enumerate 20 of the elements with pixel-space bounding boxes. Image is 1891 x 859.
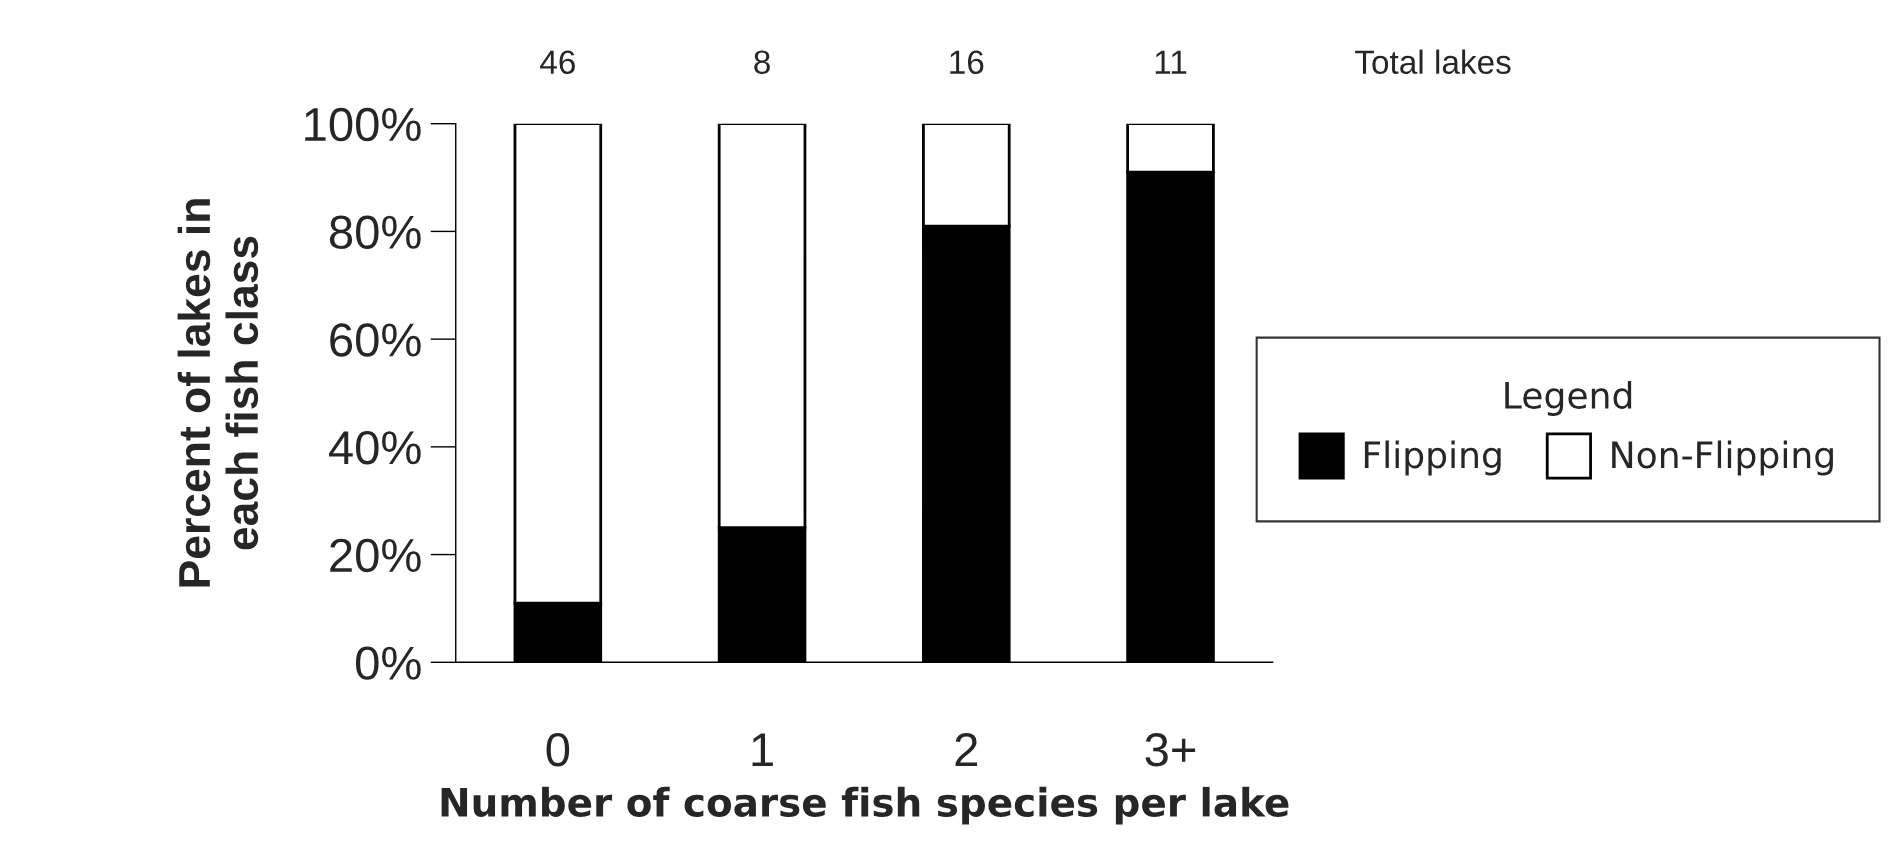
legend-title: Legend <box>1505 380 1632 416</box>
y-tick-label: 0% <box>355 646 421 680</box>
legend-label: Non-Flipping <box>1612 440 1833 476</box>
legend-label: Flipping <box>1364 440 1501 476</box>
x-tick-label: 1 <box>752 733 773 766</box>
y-axis-title: Percent of lakes in each fish class <box>177 199 259 587</box>
y-tick-label: 100% <box>305 107 421 142</box>
x-axis-title: Number of coarse fish species per lake <box>441 786 1289 825</box>
text: Total lakes <box>1355 49 1511 75</box>
y-tick-label: 40% <box>328 430 421 465</box>
text: 8 <box>754 50 770 75</box>
y-tick-label: 80% <box>329 215 421 249</box>
y-tick-label: 20% <box>330 538 421 573</box>
y-tick-label: 60% <box>330 323 421 357</box>
x-tick-label: 3+ <box>1145 732 1196 767</box>
text: 46 <box>540 50 575 75</box>
text: 16 <box>950 50 984 75</box>
x-tick-label: 0 <box>546 732 570 767</box>
text: 11 <box>1155 50 1187 74</box>
x-tick-label: 2 <box>955 732 978 766</box>
